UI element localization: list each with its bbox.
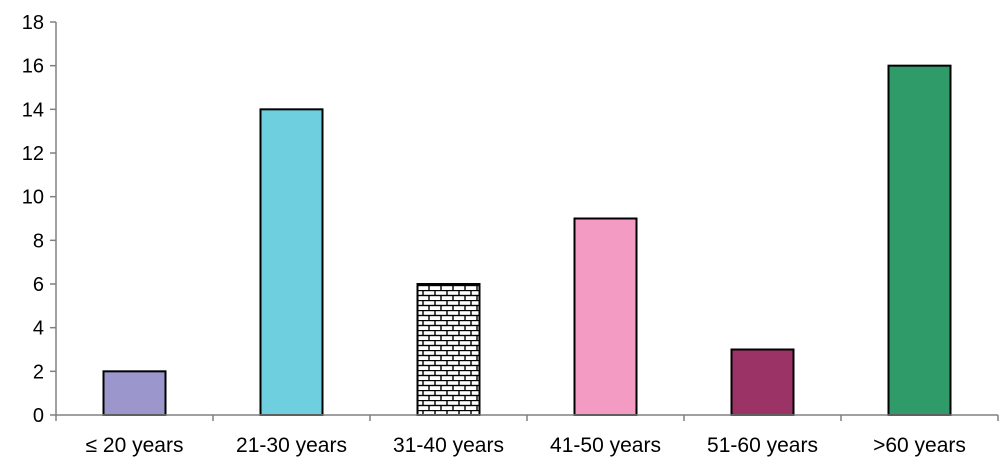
x-category-label: ≤ 20 years <box>86 434 184 457</box>
bar-6 <box>887 64 952 417</box>
y-tick-label: 0 <box>33 405 44 427</box>
x-category-label: 41-50 years <box>550 434 661 457</box>
bars <box>102 64 952 417</box>
bar-1 <box>102 370 167 417</box>
x-category-label: >60 years <box>873 434 966 457</box>
x-category-label: 31-40 years <box>393 434 504 457</box>
y-tick-label: 6 <box>33 274 44 296</box>
y-tick-label: 16 <box>22 56 44 78</box>
y-tick-label: 10 <box>22 187 44 209</box>
bar-5 <box>730 348 795 416</box>
x-axis: ≤ 20 years 21-30 years 31-40 years 41-50 ye… <box>55 414 999 457</box>
x-category-label: 21-30 years <box>236 434 347 457</box>
bar-4 <box>573 217 638 416</box>
y-tick-label: 12 <box>22 143 44 165</box>
y-tick-label: 4 <box>33 318 44 340</box>
x-category-label: 51-60 years <box>707 434 818 457</box>
bar-3 <box>416 283 481 416</box>
y-axis: 0 2 4 6 8 10 12 14 16 18 <box>22 12 57 427</box>
y-tick-label: 2 <box>33 361 44 383</box>
y-tick-label: 8 <box>33 230 44 252</box>
y-tick-label: 14 <box>22 99 44 121</box>
bar-2 <box>259 108 324 416</box>
y-tick-label: 18 <box>22 12 44 34</box>
